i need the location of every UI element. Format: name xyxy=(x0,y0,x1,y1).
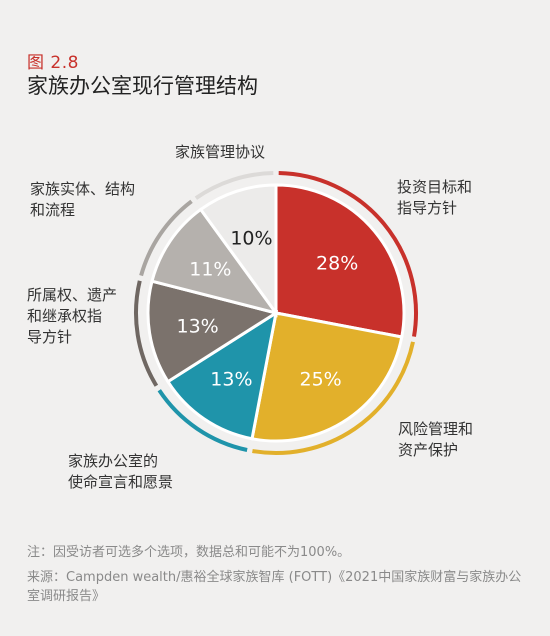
ring-arc-1 xyxy=(278,171,418,337)
pie-slice-6 xyxy=(198,183,278,318)
ring-arc-5 xyxy=(139,199,193,277)
category-label-2: 风险管理和资产保护 xyxy=(398,420,473,459)
pie-chart: 28% 投资目标和指导方针 25% 风险管理和资产保护 13% 家族办公室的使命宣言和愿景… xyxy=(27,143,473,491)
ring-arc-4 xyxy=(134,280,159,387)
category-label-1: 投资目标和指导方针 xyxy=(397,178,472,217)
category-label-6: 家族管理协议 xyxy=(175,143,265,161)
ring-arc-2 xyxy=(252,341,415,455)
pie-slice-5 xyxy=(150,207,280,316)
pie-slice-1 xyxy=(274,183,406,339)
slice-value-label-3: 13% xyxy=(210,369,252,391)
category-label-5: 家族实体、结构和流程 xyxy=(30,180,135,219)
pie-slice-3 xyxy=(165,309,279,441)
figure-number: 图 2.8 xyxy=(27,53,79,73)
category-label-4: 所属权、遗产和继承权指导方针 xyxy=(27,286,117,346)
slice-value-label-5: 11% xyxy=(189,258,231,280)
slice-value-label-6: 10% xyxy=(230,228,272,250)
chart-note: 注：因受访者可选多个选项，数据总和可能不为100%。 xyxy=(27,545,351,560)
ring-arc-3 xyxy=(157,389,248,452)
pie-slice-2 xyxy=(250,311,404,443)
figure-title: 家族办公室现行管理结构 xyxy=(27,74,258,98)
chart-source: 来源：Campden wealth/惠裕全球家族智库 (FOTT)《2021中国… xyxy=(27,570,522,604)
slice-value-label-1: 28% xyxy=(316,252,358,274)
category-label-3: 家族办公室的使命宣言和愿景 xyxy=(68,452,173,491)
ring-arc-6 xyxy=(194,171,274,200)
slice-value-label-2: 25% xyxy=(299,369,341,391)
slice-value-label-4: 13% xyxy=(176,315,218,337)
